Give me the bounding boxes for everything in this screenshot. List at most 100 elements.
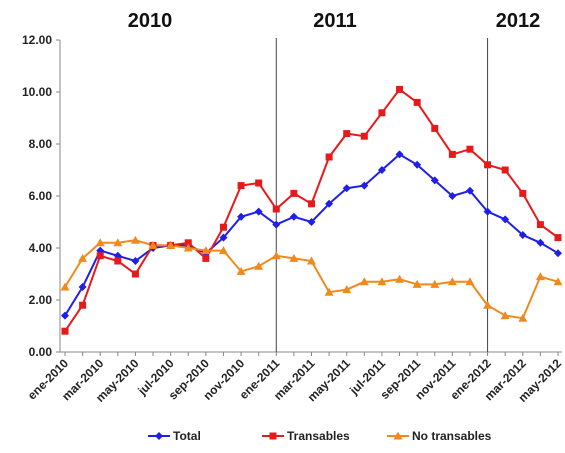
- y-tick-label: 6.00: [29, 189, 53, 203]
- point: [61, 311, 69, 320]
- point: [430, 176, 439, 185]
- point: [378, 109, 386, 117]
- point: [395, 150, 404, 159]
- point: [131, 257, 140, 265]
- point: [325, 199, 334, 208]
- year-label: 2011: [313, 10, 356, 32]
- point: [272, 220, 281, 229]
- point: [343, 130, 351, 138]
- point: [307, 256, 316, 265]
- point: [396, 85, 404, 93]
- point: [342, 184, 351, 193]
- point: [413, 98, 421, 106]
- point: [219, 223, 227, 231]
- point: [518, 313, 528, 322]
- point: [60, 282, 70, 291]
- point: [78, 253, 88, 262]
- point: [254, 261, 264, 270]
- point: [255, 179, 263, 187]
- point: [290, 189, 298, 197]
- point: [359, 277, 369, 286]
- point: [166, 240, 176, 249]
- point: [254, 207, 263, 216]
- point: [448, 192, 457, 200]
- point: [430, 279, 440, 288]
- y-tick-label: 12.00: [22, 33, 52, 47]
- point: [342, 285, 352, 294]
- point: [114, 257, 122, 265]
- point: [413, 160, 422, 169]
- point: [500, 311, 510, 320]
- point: [79, 301, 87, 309]
- point: [412, 279, 422, 288]
- point: [360, 181, 369, 190]
- y-tick-label: 0.00: [29, 345, 53, 359]
- point: [448, 150, 456, 158]
- point: [289, 253, 299, 262]
- point: [307, 218, 316, 226]
- y-tick-label: 4.00: [29, 241, 53, 255]
- point: [360, 132, 368, 140]
- point: [237, 182, 245, 190]
- point: [183, 243, 193, 252]
- y-tick-label: 8.00: [29, 137, 53, 151]
- point: [184, 239, 192, 247]
- point: [308, 200, 315, 208]
- point: [236, 266, 246, 275]
- point: [237, 212, 246, 221]
- year-label: 2010: [128, 10, 173, 32]
- point: [554, 234, 562, 242]
- point: [271, 251, 281, 260]
- point: [535, 272, 545, 281]
- point: [395, 274, 405, 283]
- legend-label: Transables: [287, 429, 350, 443]
- point: [465, 277, 475, 286]
- point: [201, 246, 211, 255]
- point: [483, 300, 493, 309]
- point: [377, 166, 386, 174]
- point: [483, 207, 492, 216]
- y-tick-label: 2.00: [29, 293, 53, 307]
- point: [554, 249, 562, 258]
- point: [553, 277, 563, 286]
- point: [501, 166, 509, 174]
- point: [377, 277, 387, 286]
- point: [289, 212, 298, 221]
- point: [113, 238, 123, 247]
- point: [393, 431, 403, 440]
- point: [466, 145, 474, 153]
- point: [325, 153, 333, 161]
- point: [447, 277, 457, 286]
- point: [202, 254, 210, 262]
- point: [78, 283, 87, 291]
- series-line: [64, 239, 559, 320]
- point: [96, 252, 104, 260]
- point: [324, 287, 334, 296]
- point: [130, 235, 140, 244]
- point: [518, 231, 527, 239]
- point: [465, 186, 474, 195]
- point: [148, 240, 158, 249]
- series-line: [64, 153, 559, 317]
- point: [131, 270, 139, 278]
- point: [519, 189, 527, 197]
- legend-label: No transables: [412, 429, 492, 443]
- point: [501, 215, 510, 224]
- series-line: [64, 88, 559, 332]
- point: [219, 233, 228, 242]
- y-tick-label: 10.00: [22, 85, 52, 99]
- point: [536, 221, 544, 229]
- point: [269, 432, 277, 440]
- point: [431, 124, 439, 132]
- year-label: 2012: [496, 10, 541, 32]
- point: [95, 238, 105, 247]
- legend-label: Total: [173, 429, 201, 443]
- point: [155, 432, 163, 440]
- point: [61, 327, 69, 335]
- point: [218, 246, 228, 255]
- point: [272, 205, 280, 213]
- point: [536, 238, 545, 247]
- point: [484, 161, 492, 169]
